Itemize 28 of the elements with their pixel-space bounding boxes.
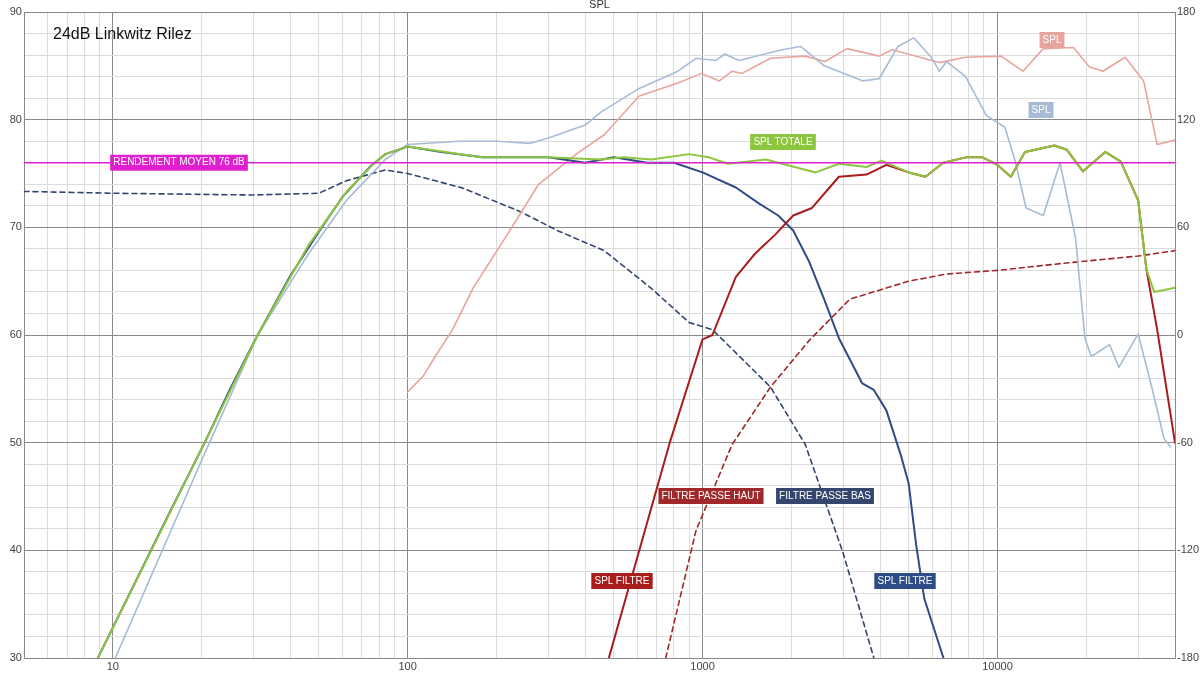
y-tick-label: 80 xyxy=(9,112,22,125)
series-label: SPL FILTRE xyxy=(594,574,650,586)
y-tick-label: 30 xyxy=(9,651,22,664)
y2-tick-label: 60 xyxy=(1177,220,1190,233)
y-tick-label: 60 xyxy=(9,328,22,341)
annotation: 24dB Linkwitz Rilez xyxy=(53,25,192,43)
y-tick-label: 90 xyxy=(9,5,22,18)
x-tick-label: 10 xyxy=(106,659,119,672)
series-label: SPL xyxy=(1042,33,1062,45)
series-label: SPL FILTRE xyxy=(877,574,933,586)
y2-tick-label: -180 xyxy=(1177,651,1200,664)
text: SPL xyxy=(1031,103,1051,115)
series-label: FILTRE PASSE HAUT xyxy=(661,489,761,501)
series-label: FILTRE PASSE BAS xyxy=(779,489,872,501)
series-label: SPL TOTALE xyxy=(753,135,813,147)
y2-tick-label: 180 xyxy=(1177,5,1196,18)
chart-title: SPL xyxy=(589,0,610,11)
ref-line-label: RENDEMENT MOYEN 76 dB xyxy=(113,156,246,168)
y-tick-label: 50 xyxy=(9,435,22,448)
x-tick-label: 100 xyxy=(398,659,417,672)
y2-tick-label: -120 xyxy=(1177,543,1200,556)
x-tick-label: 10000 xyxy=(982,659,1013,672)
y-tick-label: 40 xyxy=(9,543,22,556)
x-tick-label: 1000 xyxy=(690,659,715,672)
y-tick-label: 70 xyxy=(9,220,22,233)
y2-tick-label: -60 xyxy=(1177,435,1193,448)
y2-tick-label: 120 xyxy=(1177,112,1196,125)
y2-tick-label: 0 xyxy=(1177,328,1184,341)
